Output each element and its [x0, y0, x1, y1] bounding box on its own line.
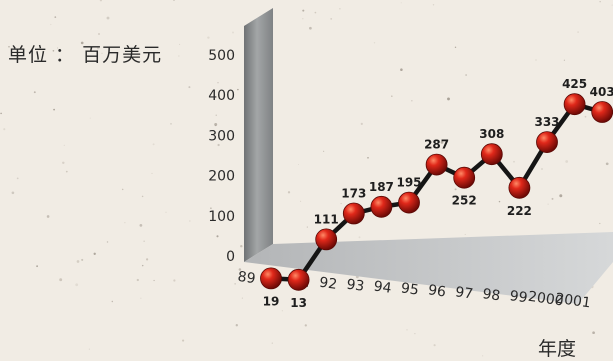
- data-point-marker: [398, 191, 420, 214]
- data-label: 111: [314, 212, 339, 226]
- data-label: 195: [396, 176, 421, 190]
- y-tick-label: 0: [226, 249, 235, 265]
- y-tick-label: 100: [208, 209, 235, 225]
- x-tick-label: 98: [481, 286, 501, 304]
- y-tick-label: 400: [208, 88, 235, 104]
- chart-back-wall: [244, 8, 273, 262]
- data-point-marker: [563, 93, 586, 116]
- data-point-marker: [287, 268, 310, 291]
- data-point-marker: [453, 166, 476, 189]
- x-tick-label: 89: [237, 269, 257, 287]
- data-point-marker: [260, 267, 282, 290]
- data-point-marker: [591, 101, 613, 123]
- x-tick-label: 94: [373, 278, 393, 296]
- data-point-marker: [508, 176, 531, 199]
- x-tick-label: 97: [454, 284, 474, 302]
- x-tick-label: 2001: [554, 291, 592, 312]
- x-tick-label: 92: [318, 275, 338, 293]
- data-label: 252: [452, 194, 477, 208]
- x-tick-label: 95: [400, 280, 420, 298]
- data-label: 287: [424, 138, 449, 152]
- data-label: 13: [290, 296, 307, 310]
- x-axis-title: 年度: [538, 338, 577, 360]
- data-point-marker: [370, 195, 393, 218]
- data-point-marker: [425, 153, 448, 176]
- data-label: 222: [507, 204, 532, 218]
- y-tick-label: 300: [208, 128, 235, 144]
- data-point-marker: [536, 131, 558, 154]
- y-tick-label: 200: [208, 169, 235, 185]
- chart-floor: [244, 232, 613, 304]
- data-label: 187: [369, 180, 394, 194]
- x-tick-label: 99: [509, 288, 529, 306]
- data-label: 403: [590, 85, 613, 99]
- unit-label: 单位 ： 百万美元: [8, 44, 163, 66]
- data-point-marker: [480, 143, 503, 166]
- data-label: 333: [534, 115, 559, 129]
- x-tick-label: 2000: [527, 289, 565, 310]
- data-point-marker: [342, 202, 365, 225]
- data-point-marker: [315, 228, 338, 251]
- x-tick-label: 93: [345, 277, 365, 295]
- y-tick-label: 500: [208, 48, 235, 64]
- data-label: 19: [263, 294, 280, 308]
- data-label: 425: [562, 77, 587, 91]
- data-label: 308: [479, 127, 504, 141]
- x-tick-label: 96: [427, 282, 447, 300]
- data-label: 173: [341, 187, 366, 201]
